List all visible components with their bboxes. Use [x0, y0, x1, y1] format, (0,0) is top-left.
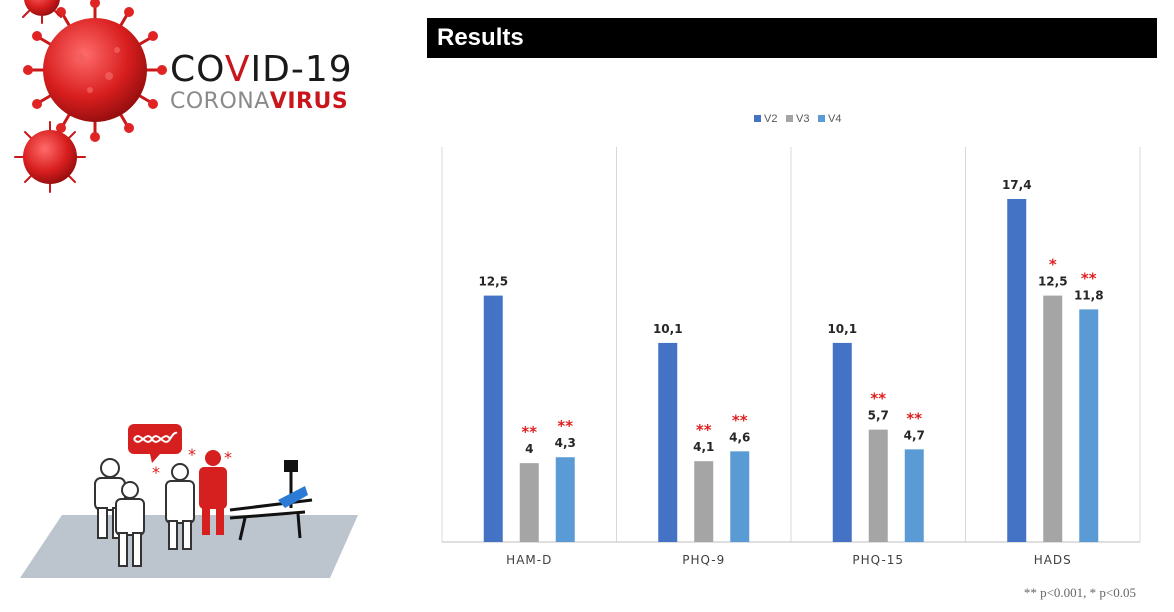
legend-swatch-v3 [786, 115, 793, 122]
data-label: 4,6 [729, 430, 750, 444]
significance-marker: ** [521, 423, 537, 441]
significance-footnote: ** p<0.001, * p<0.05 [1023, 585, 1136, 600]
page-title: Results [437, 24, 524, 51]
bar-v3-phq-9 [694, 461, 714, 542]
data-label: 10,1 [653, 322, 683, 336]
bar-v3-ham-d [519, 463, 539, 542]
decoration-svg: * * * [14, 0, 358, 578]
brand-title: COVID-19 [170, 50, 353, 90]
legend-swatch-v2 [754, 115, 761, 122]
brand-subtitle-plain: CORONA [170, 89, 270, 114]
brand-subtitle: CORONAVIRUS [170, 90, 353, 114]
svg-text:*: * [152, 463, 160, 482]
data-label: 5,7 [868, 409, 889, 423]
bar-v4-phq-9 [730, 451, 750, 542]
significance-marker: ** [906, 409, 922, 427]
data-label: 4,3 [555, 436, 576, 450]
data-label: 11,8 [1074, 288, 1104, 302]
brand-title-accent: V [224, 49, 251, 90]
coronavirus-icon [14, 0, 167, 193]
bar-v2-phq-9 [658, 342, 678, 542]
svg-text:*: * [224, 448, 232, 467]
brand-subtitle-accent: VIRUS [269, 89, 349, 114]
data-label: 4,1 [693, 440, 714, 454]
category-label-hads: HADS [1034, 553, 1072, 567]
data-label: 10,1 [827, 322, 857, 336]
hospital-scene-icon: * * * [20, 424, 358, 578]
significance-marker: ** [732, 411, 748, 429]
legend-label-v3: V3 [796, 113, 809, 125]
legend-label-v2: V2 [764, 113, 777, 125]
svg-text:*: * [188, 445, 196, 464]
bar-v4-phq-15 [904, 449, 924, 542]
legend-swatch-v4 [818, 115, 825, 122]
data-label: 4 [525, 442, 533, 456]
left-decoration: * * * COVID-19 CORONAVIRUS [0, 0, 400, 607]
category-label-phq-9: PHQ-9 [682, 553, 725, 567]
bar-v4-hads [1079, 309, 1099, 542]
bar-v3-phq-15 [868, 429, 888, 542]
covid-brand-logo: COVID-19 CORONAVIRUS [170, 50, 353, 114]
significance-marker: ** [1081, 269, 1097, 287]
significance-marker: ** [870, 390, 886, 408]
data-label: 4,7 [904, 428, 925, 442]
bar-v3-hads [1043, 295, 1063, 542]
data-label: 17,4 [1002, 178, 1032, 192]
significance-marker: * [1049, 256, 1057, 274]
category-label-ham-d: HAM-D [506, 553, 552, 567]
significance-marker: ** [696, 421, 712, 439]
bar-v2-hads [1007, 199, 1027, 542]
category-label-phq-15: PHQ-15 [852, 553, 904, 567]
data-label: 12,5 [478, 275, 508, 289]
significance-marker: ** [557, 417, 573, 435]
dna-speech-bubble-icon [128, 424, 182, 463]
brand-title-rest: ID-19 [250, 49, 353, 90]
bar-v2-ham-d [483, 295, 503, 542]
brand-title-prefix: CO [170, 49, 225, 90]
bar-v4-ham-d [555, 457, 575, 542]
data-label: 12,5 [1038, 275, 1068, 289]
results-header: Results [427, 18, 1157, 58]
legend-label-v4: V4 [828, 113, 841, 125]
bar-v2-phq-15 [832, 342, 852, 542]
